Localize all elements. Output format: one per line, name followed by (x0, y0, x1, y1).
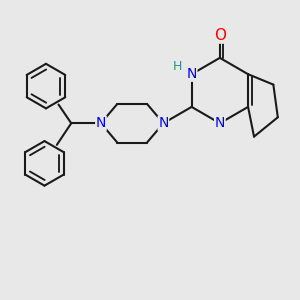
Text: N: N (158, 116, 169, 130)
Text: N: N (215, 116, 225, 130)
Text: H: H (173, 60, 182, 73)
Text: O: O (214, 28, 226, 43)
Text: N: N (96, 116, 106, 130)
Text: N: N (186, 67, 197, 81)
